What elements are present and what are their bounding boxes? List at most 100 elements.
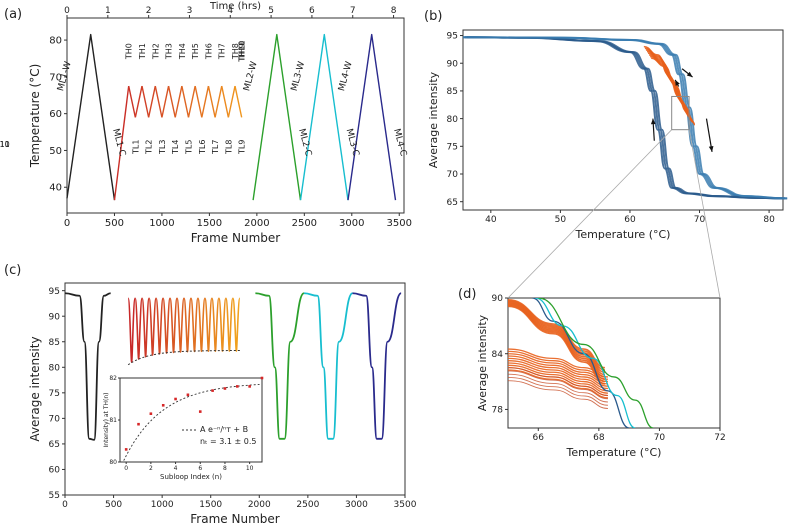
b-arrow-shaft: [705, 118, 713, 152]
d-series-line-subloop-lower: [508, 367, 608, 396]
c-y-axis-label: Average intensity: [28, 336, 42, 441]
c-series-line-ML2: [255, 292, 305, 440]
c-inset-x-tick-label: 2: [149, 465, 153, 472]
c-inset-x-label: Subloop Index (n): [160, 473, 222, 481]
a-series-line-TL-seg: [147, 85, 156, 118]
c-inset-y-label: Intensity) at TH(n): [103, 393, 110, 448]
d-y-tick-label: 78: [492, 406, 504, 416]
a-th-label: TH1: [138, 43, 147, 60]
c-subloop-dip: [148, 297, 157, 356]
c-subloop-dip: [127, 297, 136, 363]
a-series-line-ML2: [252, 33, 302, 201]
a-x-tick-label: 3000: [339, 218, 364, 229]
c-inset-data-point: [174, 397, 177, 401]
a-top-tick-label: 7: [350, 6, 356, 16]
a-top-tick-label: 6: [309, 6, 315, 16]
c-y-tick-label: 60: [49, 466, 61, 476]
b-y-axis-label: Average intensity: [427, 71, 440, 168]
d-series-line-subloop-lower: [508, 376, 608, 406]
c-inset-data-point: [223, 387, 227, 390]
d-series-line-subloop-lower: [508, 380, 608, 409]
d-x-tick-label: 68: [593, 433, 605, 443]
a-x-tick-label: 2000: [244, 218, 269, 229]
a-th-label: TH0: [125, 43, 134, 60]
b-y-tick-label: 90: [447, 59, 459, 69]
c-subloop-dip: [176, 297, 185, 353]
c-y-tick-label: 75: [49, 389, 60, 399]
c-subloop-dip: [155, 297, 164, 355]
a-top-axis-label: Time (hrs): [209, 1, 261, 12]
a-th-label: TH6: [204, 43, 213, 60]
c-x-tick-label: 1000: [151, 500, 174, 510]
d-series-line-subloop: [508, 369, 608, 399]
a-tl-label: TL6: [198, 140, 207, 155]
a-series-line-TL-seg: [227, 85, 236, 118]
a-y-tick-label: 80: [49, 36, 62, 47]
c-x-tick-label: 3000: [345, 500, 368, 510]
b-zoom-box: [671, 95, 690, 131]
b-series-line-cooling: [462, 36, 784, 200]
d-series-line-subloop-lower: [508, 373, 608, 403]
c-inset-data-point: [260, 376, 264, 380]
b-y-tick-label: 75: [447, 142, 458, 152]
c-plot-frame: [64, 282, 406, 496]
a-tl-label: TL7: [211, 140, 220, 155]
d-x-tick-label: 66: [533, 433, 545, 443]
c-y-tick-label: 65: [49, 440, 60, 450]
a-th-label: TH5: [191, 43, 200, 60]
d-series-line-subloop: [508, 362, 608, 392]
a-annotation-c: ML4-C: [391, 128, 408, 158]
a-top-tick-label: 2: [146, 6, 152, 16]
b-arrow-head: [686, 71, 693, 78]
a-y-tick-label: 70: [49, 72, 62, 83]
c-y-tick-label: 90: [49, 312, 61, 322]
d-series-group: [508, 298, 654, 428]
c-subloop-dip: [204, 297, 213, 353]
c-inset-data-point: [124, 448, 128, 451]
a-x-tick-label: 500: [105, 218, 124, 229]
c-y-tick-label: 85: [49, 338, 60, 348]
a-annotation-w: ML1-W: [56, 60, 74, 92]
c-inset-data-point: [236, 385, 239, 388]
a-series-line-TL-seg: [141, 85, 150, 118]
b-x-tick-label: 60: [624, 215, 636, 225]
b-y-tick-label: 95: [447, 32, 458, 42]
panel-label-a: (a): [4, 7, 22, 22]
d-series-line-heating: [535, 298, 636, 428]
a-series-line-TL-seg: [194, 85, 203, 118]
d-y-axis-label: Average intensity: [476, 314, 489, 411]
c-x-tick-label: 0: [62, 500, 68, 510]
d-series-line-subloop: [508, 360, 608, 390]
a-series-line-TL-seg: [181, 85, 190, 118]
c-subloop-dip: [211, 297, 220, 352]
d-x-tick-label: 72: [714, 433, 725, 443]
a-series-line-TL-seg: [113, 85, 130, 201]
c-inset-data-point: [198, 410, 202, 413]
c-inset-fit-line: [123, 384, 260, 461]
a-annotation-w: ML2-W: [242, 60, 260, 92]
panel-label-d: (d): [458, 287, 476, 302]
a-x-tick-label: 2500: [292, 218, 317, 229]
b-series-line-subloop: [651, 57, 696, 126]
c-inset-data-point: [161, 404, 165, 407]
a-y-axis-label: Temperature (°C): [28, 64, 42, 169]
c-subloop-dip: [232, 297, 241, 352]
d-series-line-subloop-upper: [508, 305, 606, 385]
a-annotation-c: ML1-C: [110, 128, 127, 158]
c-x-tick-label: 500: [105, 500, 122, 510]
a-series-line-TL-seg: [154, 85, 163, 118]
a-x-tick-label: 3500: [387, 218, 412, 229]
b-y-tick-label: 85: [447, 87, 458, 97]
c-x-tick-label: 1500: [199, 500, 222, 510]
a-th-label: TH9: [238, 43, 247, 60]
c-inset-y-tick-label: 82: [109, 375, 117, 382]
c-series-line-ML3: [303, 292, 354, 440]
c-subloop-dip: [134, 297, 143, 360]
a-series-line-TL-seg: [128, 85, 137, 118]
c-inset-x-tick-label: 4: [174, 465, 178, 472]
c-inset-y-tick-label: 80: [109, 459, 117, 466]
a-x-tick-label: 1000: [149, 218, 174, 229]
c-fit-envelope: [127, 350, 240, 366]
c-inset-data-point: [149, 412, 153, 415]
